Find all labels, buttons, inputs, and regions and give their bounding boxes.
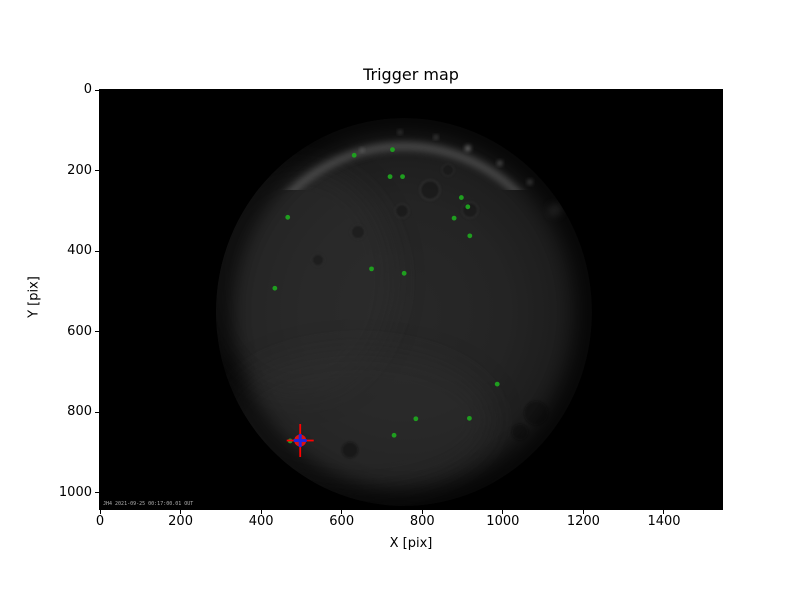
crater-texture [311,163,548,458]
scatter-point [285,214,291,220]
scatter-point [451,215,457,221]
scatter-point [390,147,395,153]
scatter-point [387,174,393,180]
x-tick-mark [260,510,262,514]
scatter-point [400,174,405,180]
y-tick-label: 1000 [58,484,92,500]
y-tick-label: 800 [67,404,92,420]
scatter-point [401,270,407,276]
x-tick-label: 0 [95,514,105,529]
x-axis-label: X [pix] [389,536,433,551]
y-tick-mark [95,170,99,172]
y-tick-label: 400 [67,243,92,259]
fisheye-field-of-view [216,118,592,506]
camera-timestamp-watermark: JH4 2021-09-25 00:17:00.01 OUT [103,501,193,507]
y-axis-label: Y [pix] [26,276,42,318]
y-tick-mark [95,492,99,494]
y-tick-label: 600 [67,323,92,339]
y-tick-mark [95,331,99,333]
x-tick-label: 600 [329,514,355,529]
x-tick-mark [341,510,343,514]
scatter-point [465,204,471,210]
plot-title: Trigger map [363,65,459,84]
x-tick-mark [502,510,504,514]
x-tick-label: 1400 [647,514,681,529]
x-tick-label: 200 [168,514,193,529]
trigger-marker [286,424,314,458]
scatter-point [391,432,397,438]
x-tick-label: 800 [409,514,435,529]
y-tick-mark [95,89,99,91]
x-tick-mark [421,510,423,514]
scatter-point [467,415,472,421]
scatter-point [467,233,473,239]
trigger-plus-h [293,439,307,443]
scatter-point [369,266,374,272]
camera-image-canvas: JH4 2021-09-25 00:17:00.01 OUT [100,90,722,509]
y-tick-mark [95,250,99,252]
scatter-point [458,195,464,200]
y-tick-mark [95,411,99,413]
x-tick-label: 1200 [566,514,600,529]
y-tick-label: 200 [67,162,92,178]
x-tick-label: 1000 [486,514,520,529]
x-tick-mark [582,510,584,514]
scatter-point [351,152,357,158]
y-tick-label: 0 [83,82,92,97]
x-tick-mark [99,510,101,514]
vignette-ring [216,118,592,506]
x-tick-label: 400 [248,514,274,529]
scatter-points [272,147,500,444]
scatter-point [413,416,419,422]
scatter-point [494,381,500,387]
camera-image: JH4 2021-09-25 00:17:00.01 OUT [100,90,722,509]
x-tick-mark [180,510,182,514]
plot-area: JH4 2021-09-25 00:17:00.01 OUT [99,89,723,510]
x-tick-mark [663,510,665,514]
scatter-point [272,285,278,291]
